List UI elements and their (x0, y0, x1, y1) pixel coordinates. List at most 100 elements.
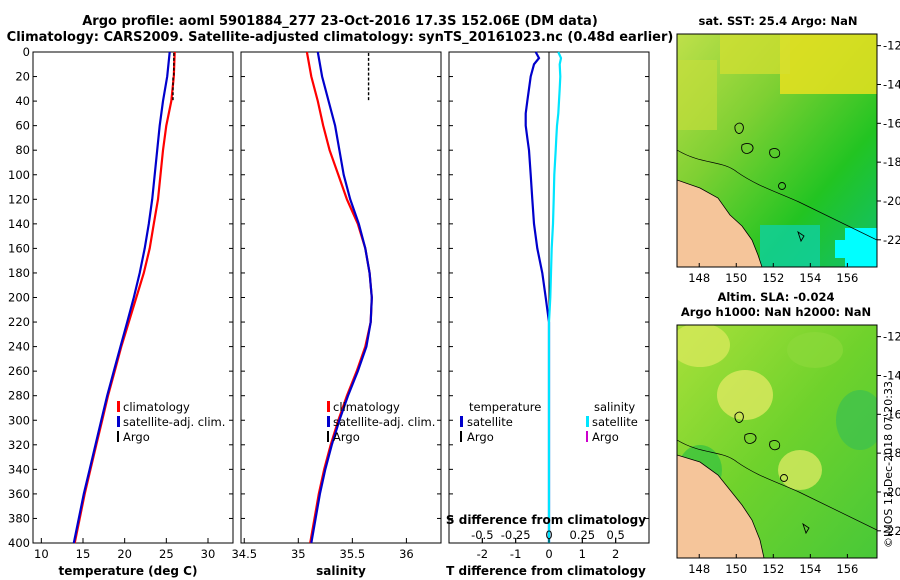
map-x-tick-label: 154 (799, 271, 821, 285)
sla-map-title-line1: Altim. SLA: -0.024 (717, 290, 834, 304)
y-tick-label: 140 (8, 217, 30, 231)
legend-argo-label: Argo (333, 430, 360, 444)
temperature-satellite-adj-line (72, 51, 171, 544)
legend-s-argo-swatch (586, 431, 588, 442)
y-tick-label: 300 (8, 413, 30, 427)
y-tick-label: 340 (8, 462, 30, 476)
x-tick-label: 0 (545, 528, 552, 542)
legend-satellite-adj-label: satellite-adj. clim. (123, 415, 225, 429)
figure-title-line1: Argo profile: aoml 5901884_277 23-Oct-20… (82, 14, 598, 29)
map-x-tick-label: 150 (725, 271, 747, 285)
legend-argo-swatch (117, 431, 119, 442)
y-tick-label: 100 (8, 168, 30, 182)
x-tick-label: 25 (159, 547, 174, 561)
legend-salinity-heading: salinity (594, 400, 635, 414)
sst-map-panel: sat. SST: 25.4 Argo: NaN 148 150 152 154 156… (676, 14, 900, 285)
y-tick-label: 320 (8, 438, 30, 452)
map-y-tick-label: -18 (883, 446, 900, 460)
map-x-tick-label: 152 (762, 271, 784, 285)
x-tick-label: 36 (399, 547, 414, 561)
x-tick-label: 0 (545, 547, 552, 561)
legend-climatology-label: climatology (333, 400, 400, 414)
x-tick-label: 35 (291, 547, 306, 561)
sla-map-title-line2: Argo h1000: NaN h2000: NaN (681, 305, 871, 319)
salinity-satellite-adj-line (310, 51, 373, 544)
map-y-tick-label: -22 (883, 524, 900, 538)
map-y-tick-label: -12 (883, 39, 900, 53)
x-tick-label: -1 (510, 547, 521, 561)
legend-s-satellite-label: satellite (592, 415, 638, 429)
temperature-panel: 0 20 40 60 80 100 120 140 160 180 200 220 240 260 280 3… (8, 45, 234, 578)
legend-t-argo-label: Argo (467, 430, 494, 444)
map-x-tick-label: 156 (836, 562, 858, 576)
map-x-tick-label: 152 (762, 562, 784, 576)
map-y-tick-label: -12 (883, 330, 900, 344)
legend-t-satellite-swatch (460, 416, 463, 427)
map-y-tick-label: -18 (883, 155, 900, 169)
y-tick-label: 200 (8, 291, 30, 305)
legend-argo-label: Argo (123, 430, 150, 444)
legend-t-satellite-label: satellite (467, 415, 513, 429)
imos-timestamp: ©IMOS 13-Dec-2018 07:20:33 (882, 381, 895, 548)
x-tick-label: 34.5 (231, 547, 257, 561)
map-y-tick-label: -20 (883, 194, 900, 208)
x-tick-label: 10 (34, 547, 49, 561)
s-difference-axis-label: S difference from climatology (446, 513, 646, 527)
legend-climatology-swatch (117, 401, 120, 412)
y-tick-label: 260 (8, 364, 30, 378)
s-difference-satellite-line (547, 51, 563, 543)
legend-s-satellite-swatch (586, 416, 589, 427)
x-tick-label: 30 (201, 547, 216, 561)
map-x-tick-label: 148 (688, 562, 710, 576)
legend-t-argo-swatch (460, 431, 462, 442)
sla-map-image (677, 325, 877, 558)
y-tick-label: 0 (23, 45, 30, 59)
salinity-axes-box (240, 51, 442, 544)
x-tick-label: 0.5 (607, 528, 625, 542)
y-tick-label: 220 (8, 315, 30, 329)
x-tick-label: 15 (76, 547, 91, 561)
map-x-tick-label: 148 (688, 271, 710, 285)
sst-map-image (677, 34, 877, 267)
figure-title-line2: Climatology: CARS2009. Satellite-adjuste… (6, 30, 674, 45)
y-tick-label: 20 (15, 70, 30, 84)
map-x-tick-label: 150 (725, 562, 747, 576)
map-x-tick-label: 156 (836, 271, 858, 285)
map-x-tick-label: 154 (799, 562, 821, 576)
x-tick-label: -0.5 (471, 528, 493, 542)
x-tick-label: 1 (579, 547, 586, 561)
x-tick-label: -0.25 (501, 528, 531, 542)
salinity-panel: 34.5 35 35.5 36 salinity climatology satell… (231, 51, 442, 578)
y-tick-label: 280 (8, 389, 30, 403)
legend-satellite-adj-swatch (327, 416, 330, 427)
map-y-tick-label: -22 (883, 233, 900, 247)
y-tick-label: 380 (8, 511, 30, 525)
x-tick-label: 0.25 (570, 528, 596, 542)
x-tick-label: 35.5 (340, 547, 366, 561)
x-tick-label: -2 (477, 547, 488, 561)
sla-map-panel: Altim. SLA: -0.024 Argo h1000: NaN h2000… (676, 290, 900, 576)
map-y-tick-label: -14 (883, 77, 900, 91)
legend-satellite-adj-swatch (117, 416, 120, 427)
y-tick-label: 400 (8, 536, 30, 550)
legend-s-argo-label: Argo (592, 430, 619, 444)
y-tick-label: 360 (8, 487, 30, 501)
legend-temperature-heading: temperature (469, 400, 541, 414)
y-tick-label: 60 (15, 119, 30, 133)
y-tick-label: 180 (8, 266, 30, 280)
y-tick-label: 120 (8, 192, 30, 206)
x-tick-label: 2 (612, 547, 619, 561)
salinity-axis-label: salinity (316, 564, 366, 578)
sst-map-title: sat. SST: 25.4 Argo: NaN (698, 14, 857, 28)
legend-satellite-adj-label: satellite-adj. clim. (333, 415, 435, 429)
map-y-tick-label: -20 (883, 485, 900, 499)
y-tick-label: 40 (15, 94, 30, 108)
map-y-tick-label: -16 (883, 407, 900, 421)
t-difference-axis-label: T difference from climatology (446, 564, 646, 578)
map-y-tick-label: -16 (883, 116, 900, 130)
legend-climatology-label: climatology (123, 400, 190, 414)
temperature-axis-label: temperature (deg C) (59, 564, 198, 578)
y-tick-label: 80 (15, 143, 30, 157)
x-tick-label: 20 (117, 547, 132, 561)
